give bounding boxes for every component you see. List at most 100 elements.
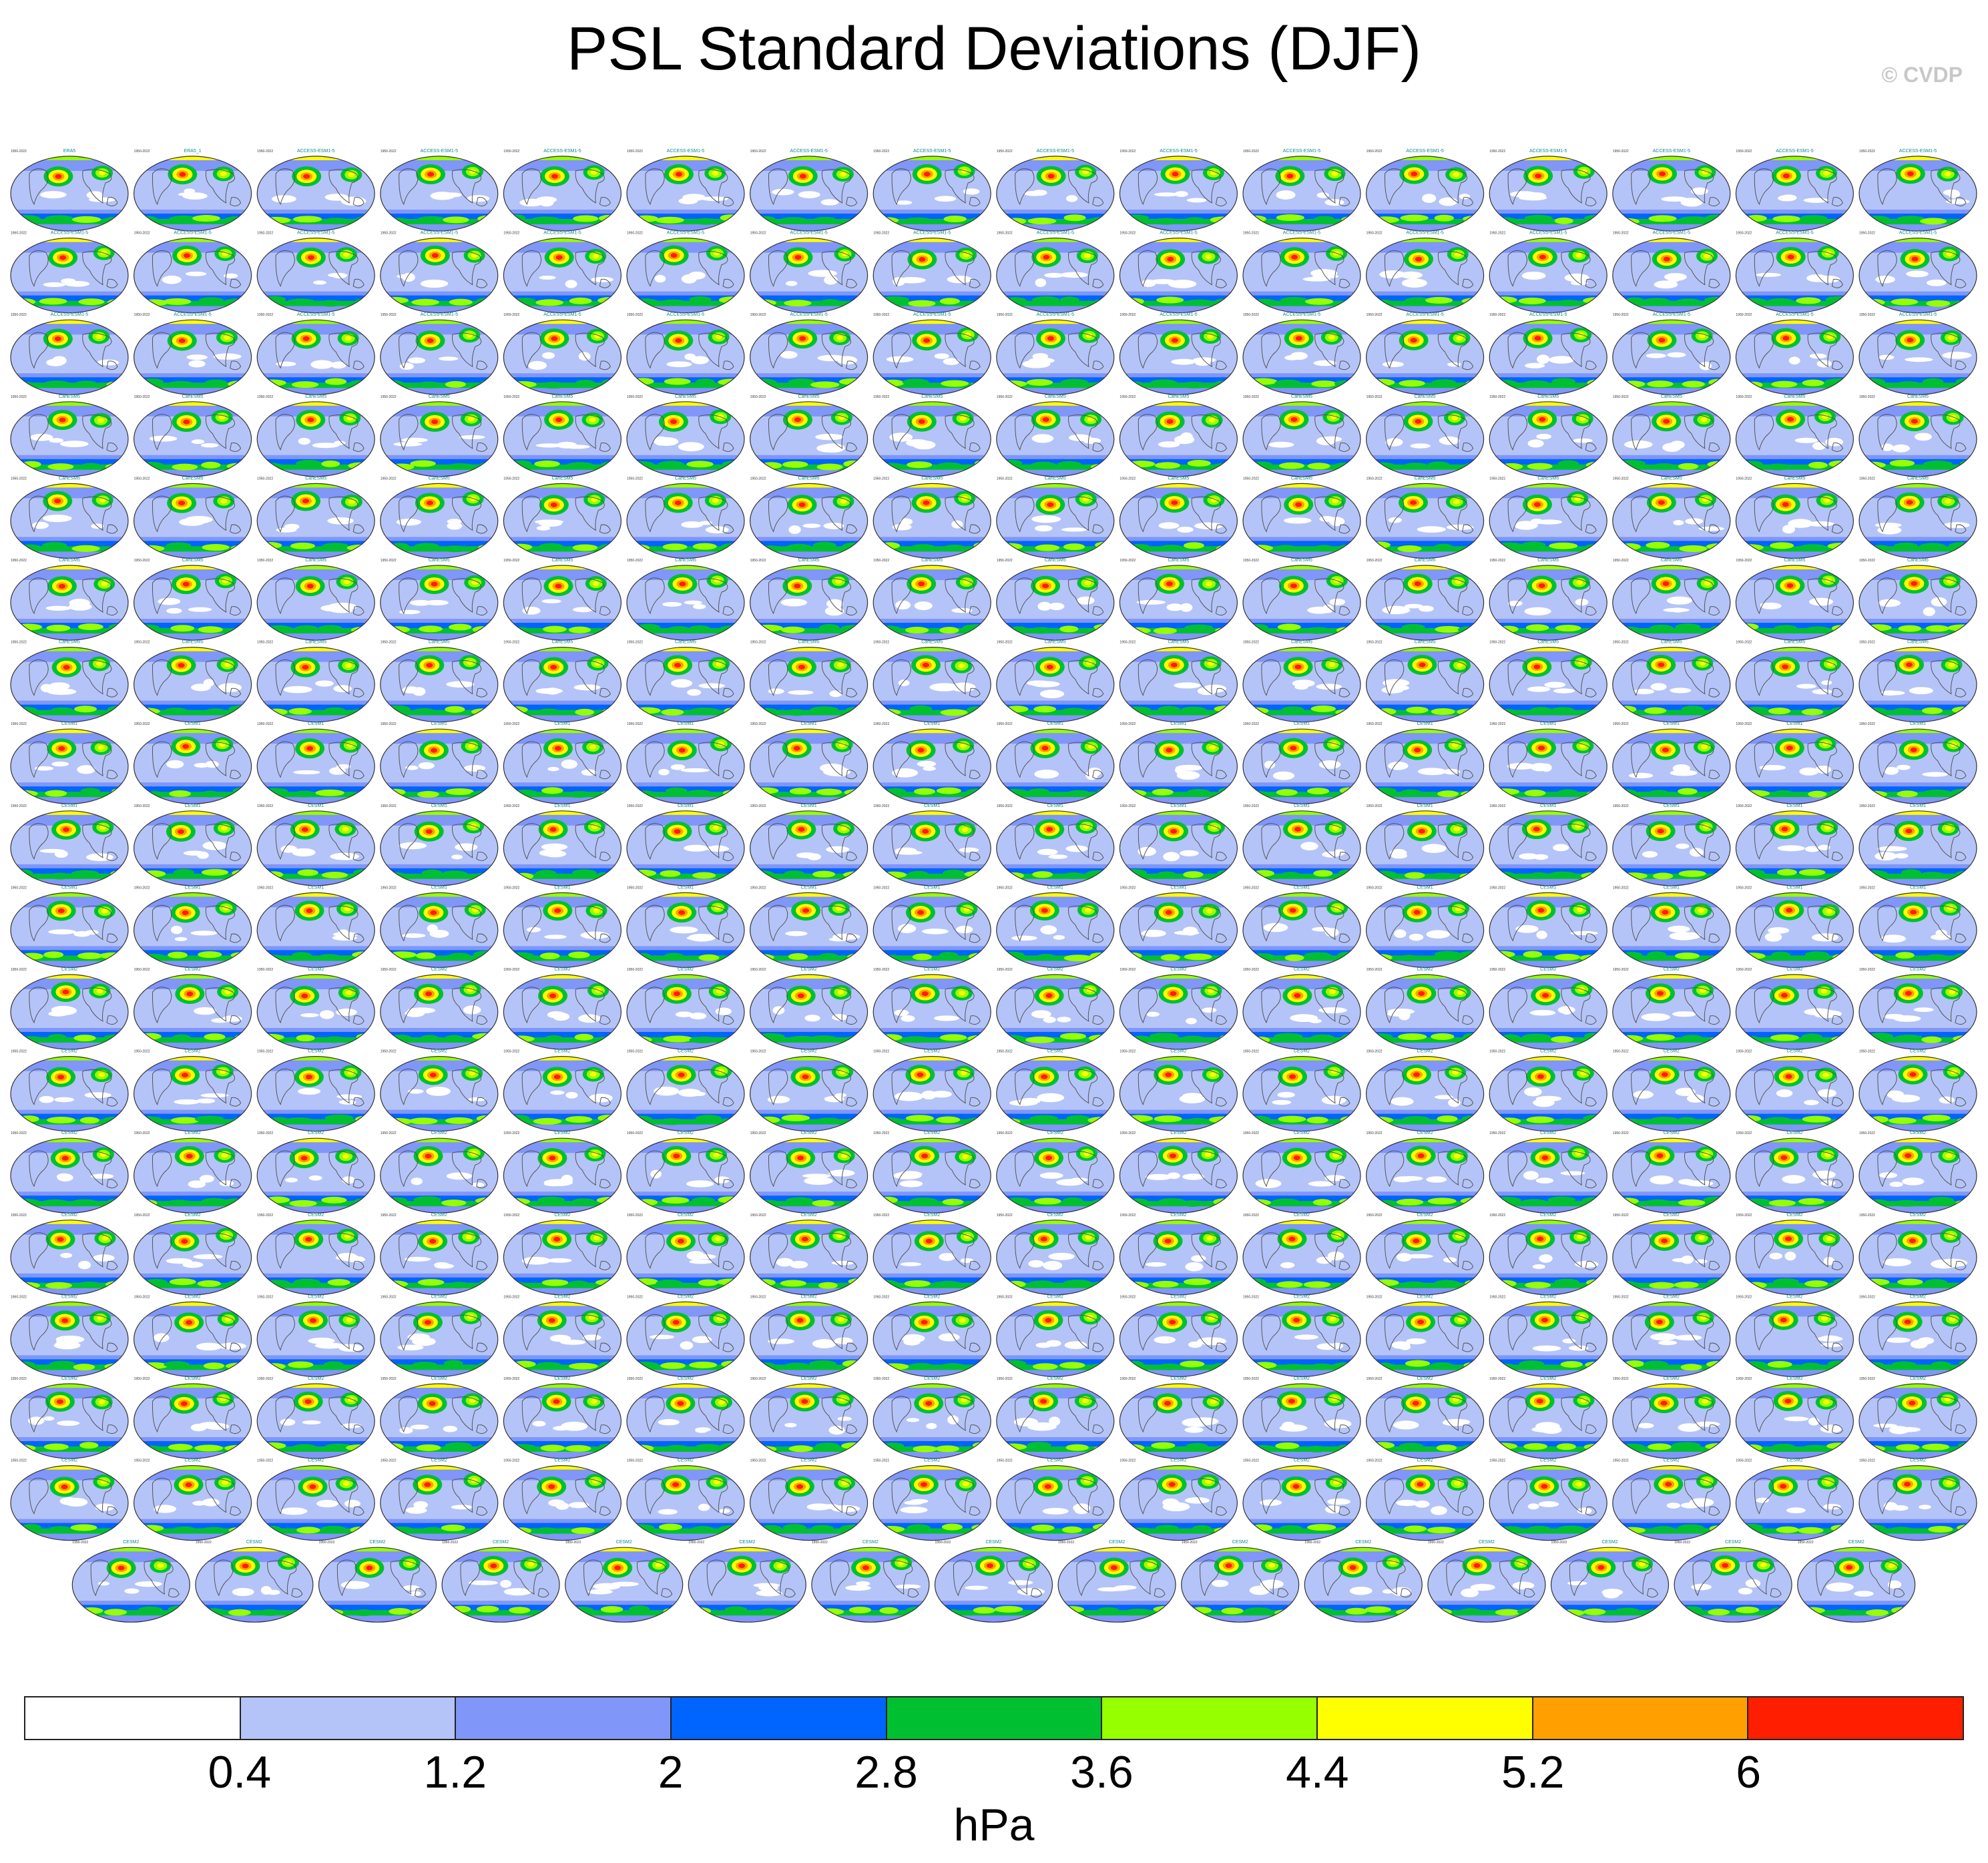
map-panel: CanESM5 1950-2022 bbox=[1242, 476, 1361, 559]
map-panel-years: 1950-2022 bbox=[1489, 1050, 1505, 1054]
map-panel-title: CanESM5 bbox=[675, 640, 696, 645]
map-panel: CESM2 1950-2022 bbox=[380, 1213, 499, 1296]
map-panel-years: 1950-2022 bbox=[1613, 1050, 1629, 1054]
map-panel-title: CESM1 bbox=[1417, 885, 1433, 890]
map-panel-title: CESM1 bbox=[1786, 804, 1802, 808]
map-panel: CanESM5 1950-2022 bbox=[1366, 558, 1485, 641]
map-panel-years: 1950-2022 bbox=[1243, 559, 1259, 563]
map-panel-title: CESM1 bbox=[308, 885, 324, 890]
map-panel: ACCESS-ESM1-5 1950-2022 bbox=[10, 312, 129, 395]
map-panel-years: 1950-2022 bbox=[381, 1377, 397, 1381]
map-panel-years: 1950-2022 bbox=[750, 559, 766, 563]
map-panel: CESM2 1950-2022 bbox=[1119, 1131, 1238, 1214]
map-panel: CESM2 1950-2022 bbox=[503, 1376, 622, 1459]
map-panel: CESM2 1950-2022 bbox=[1489, 1213, 1607, 1296]
map-panel-years: 1950-2022 bbox=[257, 232, 273, 236]
map-panel-title: CanESM5 bbox=[1168, 640, 1189, 645]
map-panel: CESM2 1950-2022 bbox=[565, 1540, 684, 1623]
map-panel-years: 1950-2022 bbox=[1736, 641, 1752, 645]
map-panel-years: 1950-2022 bbox=[1058, 1541, 1074, 1545]
map-panel: CanESM5 1950-2022 bbox=[134, 394, 252, 477]
map-panel-years: 1950-2022 bbox=[381, 804, 397, 808]
map-panel: CanESM5 1950-2022 bbox=[380, 558, 499, 641]
map-panel: CESM1 1950-2022 bbox=[503, 885, 622, 969]
map-panel-years: 1950-2022 bbox=[997, 886, 1013, 890]
map-panel-years: 1950-2022 bbox=[1120, 559, 1136, 563]
map-panel-years: 1950-2022 bbox=[627, 1131, 643, 1135]
map-panel-years: 1950-2022 bbox=[688, 1541, 704, 1545]
map-panel-title: CanESM5 bbox=[1415, 394, 1436, 399]
map-panel-title: CESM2 bbox=[801, 1376, 817, 1381]
map-panel: CESM2 1950-2022 bbox=[380, 967, 499, 1050]
map-panel-years: 1950-2022 bbox=[997, 1214, 1013, 1218]
map-panel: CanESM5 1950-2022 bbox=[1735, 476, 1854, 559]
map-panel-years: 1950-2022 bbox=[134, 232, 150, 236]
map-panel: CESM2 1950-2022 bbox=[1489, 1294, 1607, 1378]
map-panel: CESM2 1950-2022 bbox=[1489, 967, 1607, 1050]
map-panel-title: ACCESS-ESM1-5 bbox=[790, 312, 828, 317]
map-panel: CESM1 1950-2022 bbox=[256, 885, 375, 969]
map-panel: CESM1 1950-2022 bbox=[1735, 804, 1854, 886]
map-panel-title: CESM1 bbox=[1664, 885, 1680, 890]
map-panel-years: 1950-2022 bbox=[1243, 395, 1259, 399]
map-panel: CanESM5 1950-2022 bbox=[10, 476, 129, 559]
colorbar-swatch bbox=[1748, 1697, 1963, 1739]
map-panel-years: 1950-2022 bbox=[997, 968, 1013, 972]
map-panel: CESM2 1950-2022 bbox=[503, 1131, 622, 1214]
map-panel-title: CESM2 bbox=[554, 1376, 570, 1381]
map-panel: CESM2 1950-2022 bbox=[1242, 1458, 1361, 1541]
map-panel: CESM1 1950-2022 bbox=[1858, 722, 1977, 804]
map-panel-years: 1950-2022 bbox=[381, 886, 397, 890]
map-panel-title: CESM1 bbox=[1294, 804, 1310, 808]
map-panel-years: 1950-2022 bbox=[1428, 1541, 1444, 1545]
map-panel-title: ACCESS-ESM1-5 bbox=[51, 312, 89, 317]
map-panel-years: 1950-2022 bbox=[257, 968, 273, 972]
map-panel-title: CESM2 bbox=[1664, 1294, 1680, 1299]
map-panel-title: CESM2 bbox=[185, 1049, 201, 1054]
map-panel-years: 1950-2022 bbox=[1859, 886, 1875, 890]
map-panel-years: 1950-2022 bbox=[1736, 968, 1752, 972]
map-panel: CESM2 1950-2022 bbox=[1119, 967, 1238, 1050]
map-panel: ACCESS-ESM1-5 1950-2022 bbox=[749, 231, 868, 314]
map-panel-title: CanESM5 bbox=[1291, 558, 1312, 563]
map-panel: CESM1 1950-2022 bbox=[1735, 722, 1854, 804]
map-panel: CanESM5 1950-2022 bbox=[380, 476, 499, 559]
map-panel-title: CESM2 bbox=[1417, 1213, 1433, 1218]
map-panel-years: 1950-2022 bbox=[11, 1459, 27, 1463]
map-panel-title: CESM2 bbox=[185, 1294, 201, 1299]
map-panel-title: CESM1 bbox=[1910, 804, 1926, 808]
map-panel: ACCESS-ESM1-5 1950-2022 bbox=[1242, 149, 1361, 232]
map-panel: ACCESS-ESM1-5 1950-2022 bbox=[749, 149, 868, 232]
map-panel-years: 1950-2022 bbox=[11, 886, 27, 890]
colorbar-ticks: 0.4 1.2 2 2.8 3.6 4.4 5.2 6 bbox=[0, 1746, 1988, 1799]
map-panel-years: 1950-2022 bbox=[11, 722, 27, 726]
map-panel: CESM1 1950-2022 bbox=[256, 722, 375, 804]
map-panel-title: CESM2 bbox=[61, 1213, 77, 1218]
map-panel: CESM2 1950-2022 bbox=[1489, 1458, 1607, 1541]
map-panel-title: CESM2 bbox=[1910, 1049, 1926, 1054]
map-panel-title: CanESM5 bbox=[675, 476, 696, 481]
colorbar-tick-label: 6 bbox=[1736, 1747, 1762, 1798]
map-panel-years: 1950-2022 bbox=[381, 1295, 397, 1299]
map-panel-title: CESM2 bbox=[1170, 1131, 1186, 1135]
map-panel-title: CESM2 bbox=[1910, 1213, 1926, 1218]
map-panel: ERA5 1950-2022 bbox=[10, 149, 129, 232]
map-panel-years: 1950-2022 bbox=[503, 559, 519, 563]
map-panel-title: CESM2 bbox=[1540, 967, 1556, 972]
map-panel-years: 1950-2022 bbox=[1120, 1459, 1136, 1463]
map-panel-title: CESM2 bbox=[308, 1458, 324, 1463]
map-panel-years: 1950-2022 bbox=[997, 232, 1013, 236]
map-panel-years: 1950-2022 bbox=[1613, 722, 1629, 726]
map-panel-title: ACCESS-ESM1-5 bbox=[1899, 149, 1937, 154]
map-panel: CESM2 1950-2022 bbox=[626, 1458, 745, 1541]
map-panel-title: CESM1 bbox=[1540, 804, 1556, 808]
map-panel-title: CESM2 bbox=[554, 967, 570, 972]
map-panel-title: CESM2 bbox=[616, 1540, 632, 1545]
map-panel-title: CanESM5 bbox=[798, 476, 820, 481]
map-panel-years: 1950-2022 bbox=[1366, 232, 1383, 236]
map-panel-years: 1950-2022 bbox=[627, 641, 643, 645]
map-panel-title: ACCESS-ESM1-5 bbox=[1160, 231, 1198, 236]
map-panel-years: 1950-2022 bbox=[997, 477, 1013, 481]
map-panel: CESM2 1950-2022 bbox=[1735, 967, 1854, 1050]
